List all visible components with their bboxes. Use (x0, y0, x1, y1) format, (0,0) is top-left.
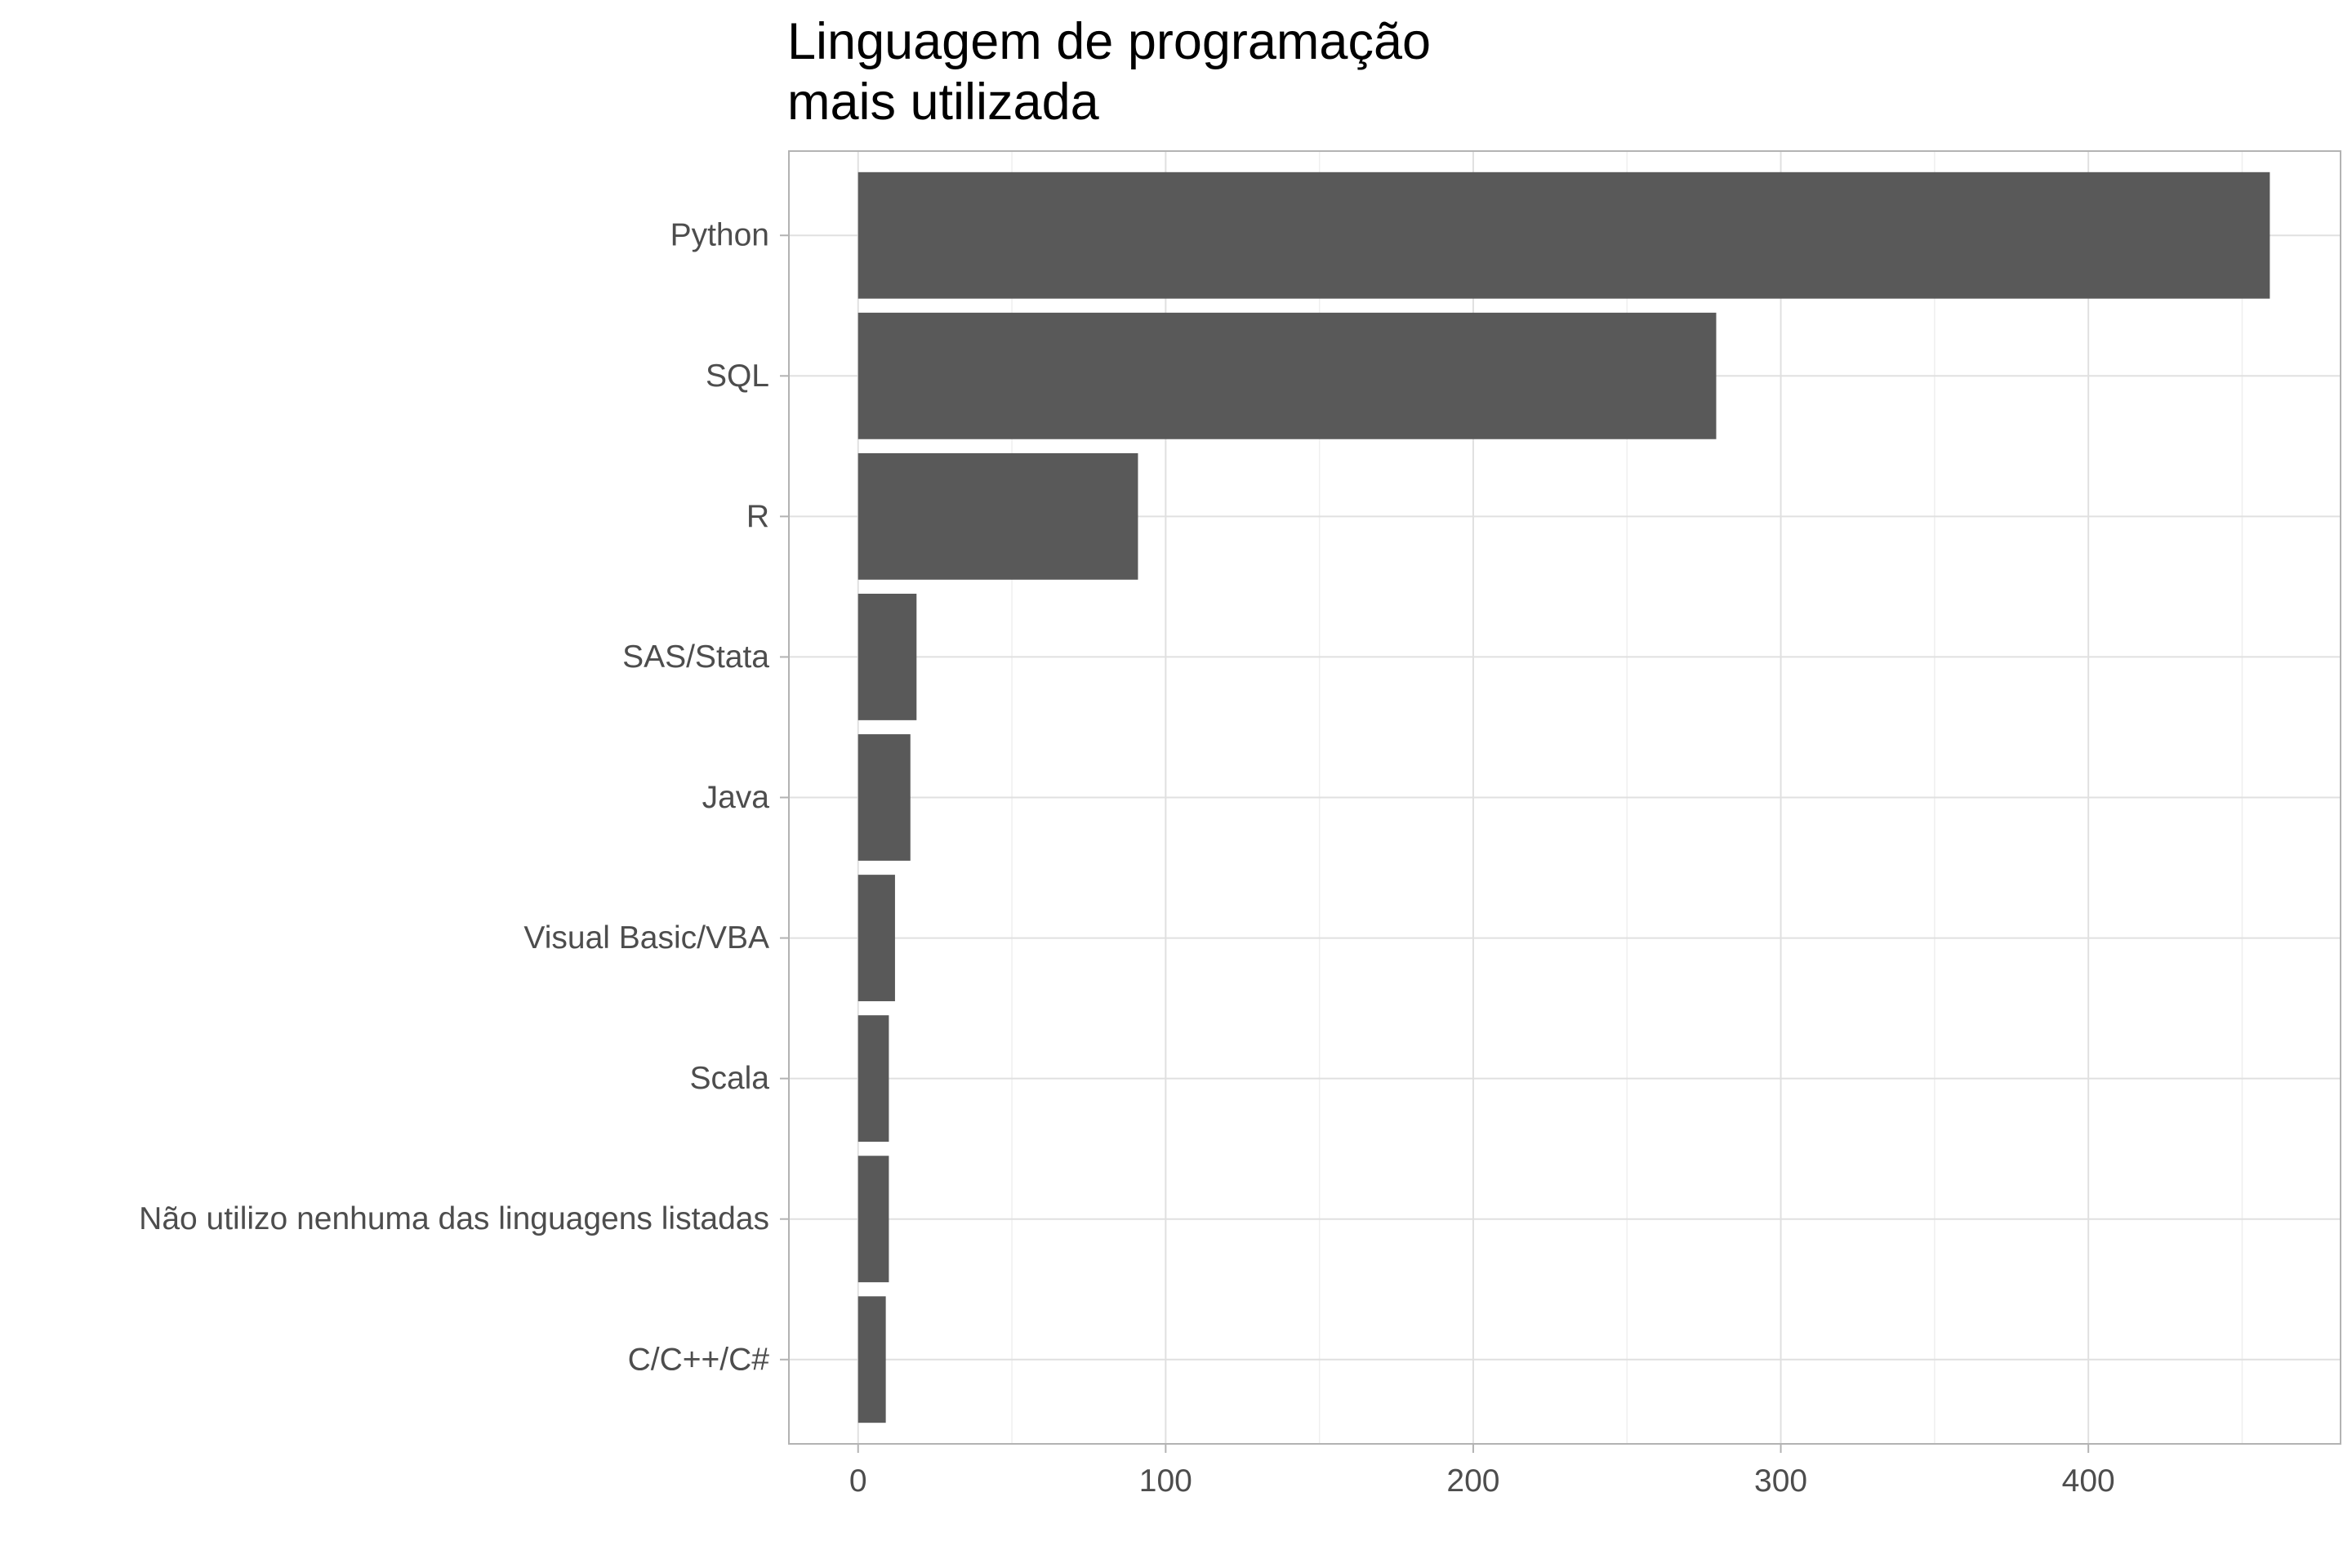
y-tick-label: R (746, 499, 769, 534)
bar (858, 452, 1138, 580)
y-tick-label: Java (702, 780, 770, 815)
axes: Python SQL R SAS/Stata Java Visual Basic/VBA S… (139, 218, 2115, 1499)
y-tick-label: Não utilizo nenhuma das linguagens lista… (139, 1201, 769, 1236)
chart-title-line-2: mais utilizada (787, 74, 1099, 131)
bar (858, 1296, 886, 1423)
y-tick-label: SAS/Stata (622, 639, 769, 675)
bar (858, 172, 2270, 299)
x-tick-label: 400 (2062, 1463, 2115, 1499)
y-tick-label: Visual Basic/VBA (523, 920, 769, 956)
bar (858, 312, 1717, 439)
chart-title-line-1: Linguagem de programação (787, 13, 1432, 70)
x-tick-label: 300 (1754, 1463, 1807, 1499)
bar (858, 875, 895, 1001)
x-tick-label: 200 (1446, 1463, 1499, 1499)
y-tick-label: SQL (706, 359, 769, 394)
x-tick-label: 100 (1139, 1463, 1192, 1499)
chart-title: Linguagem de programação mais utilizada (787, 11, 1431, 132)
bar (858, 1156, 889, 1283)
x-tick-label: 0 (849, 1463, 867, 1499)
bar (858, 734, 911, 861)
y-tick-label: Scala (689, 1061, 769, 1096)
y-tick-label: C/C++/C# (628, 1342, 770, 1377)
bar (858, 1015, 889, 1143)
y-tick-label: Python (670, 218, 769, 253)
bar (858, 594, 917, 720)
bars (858, 172, 2270, 1423)
